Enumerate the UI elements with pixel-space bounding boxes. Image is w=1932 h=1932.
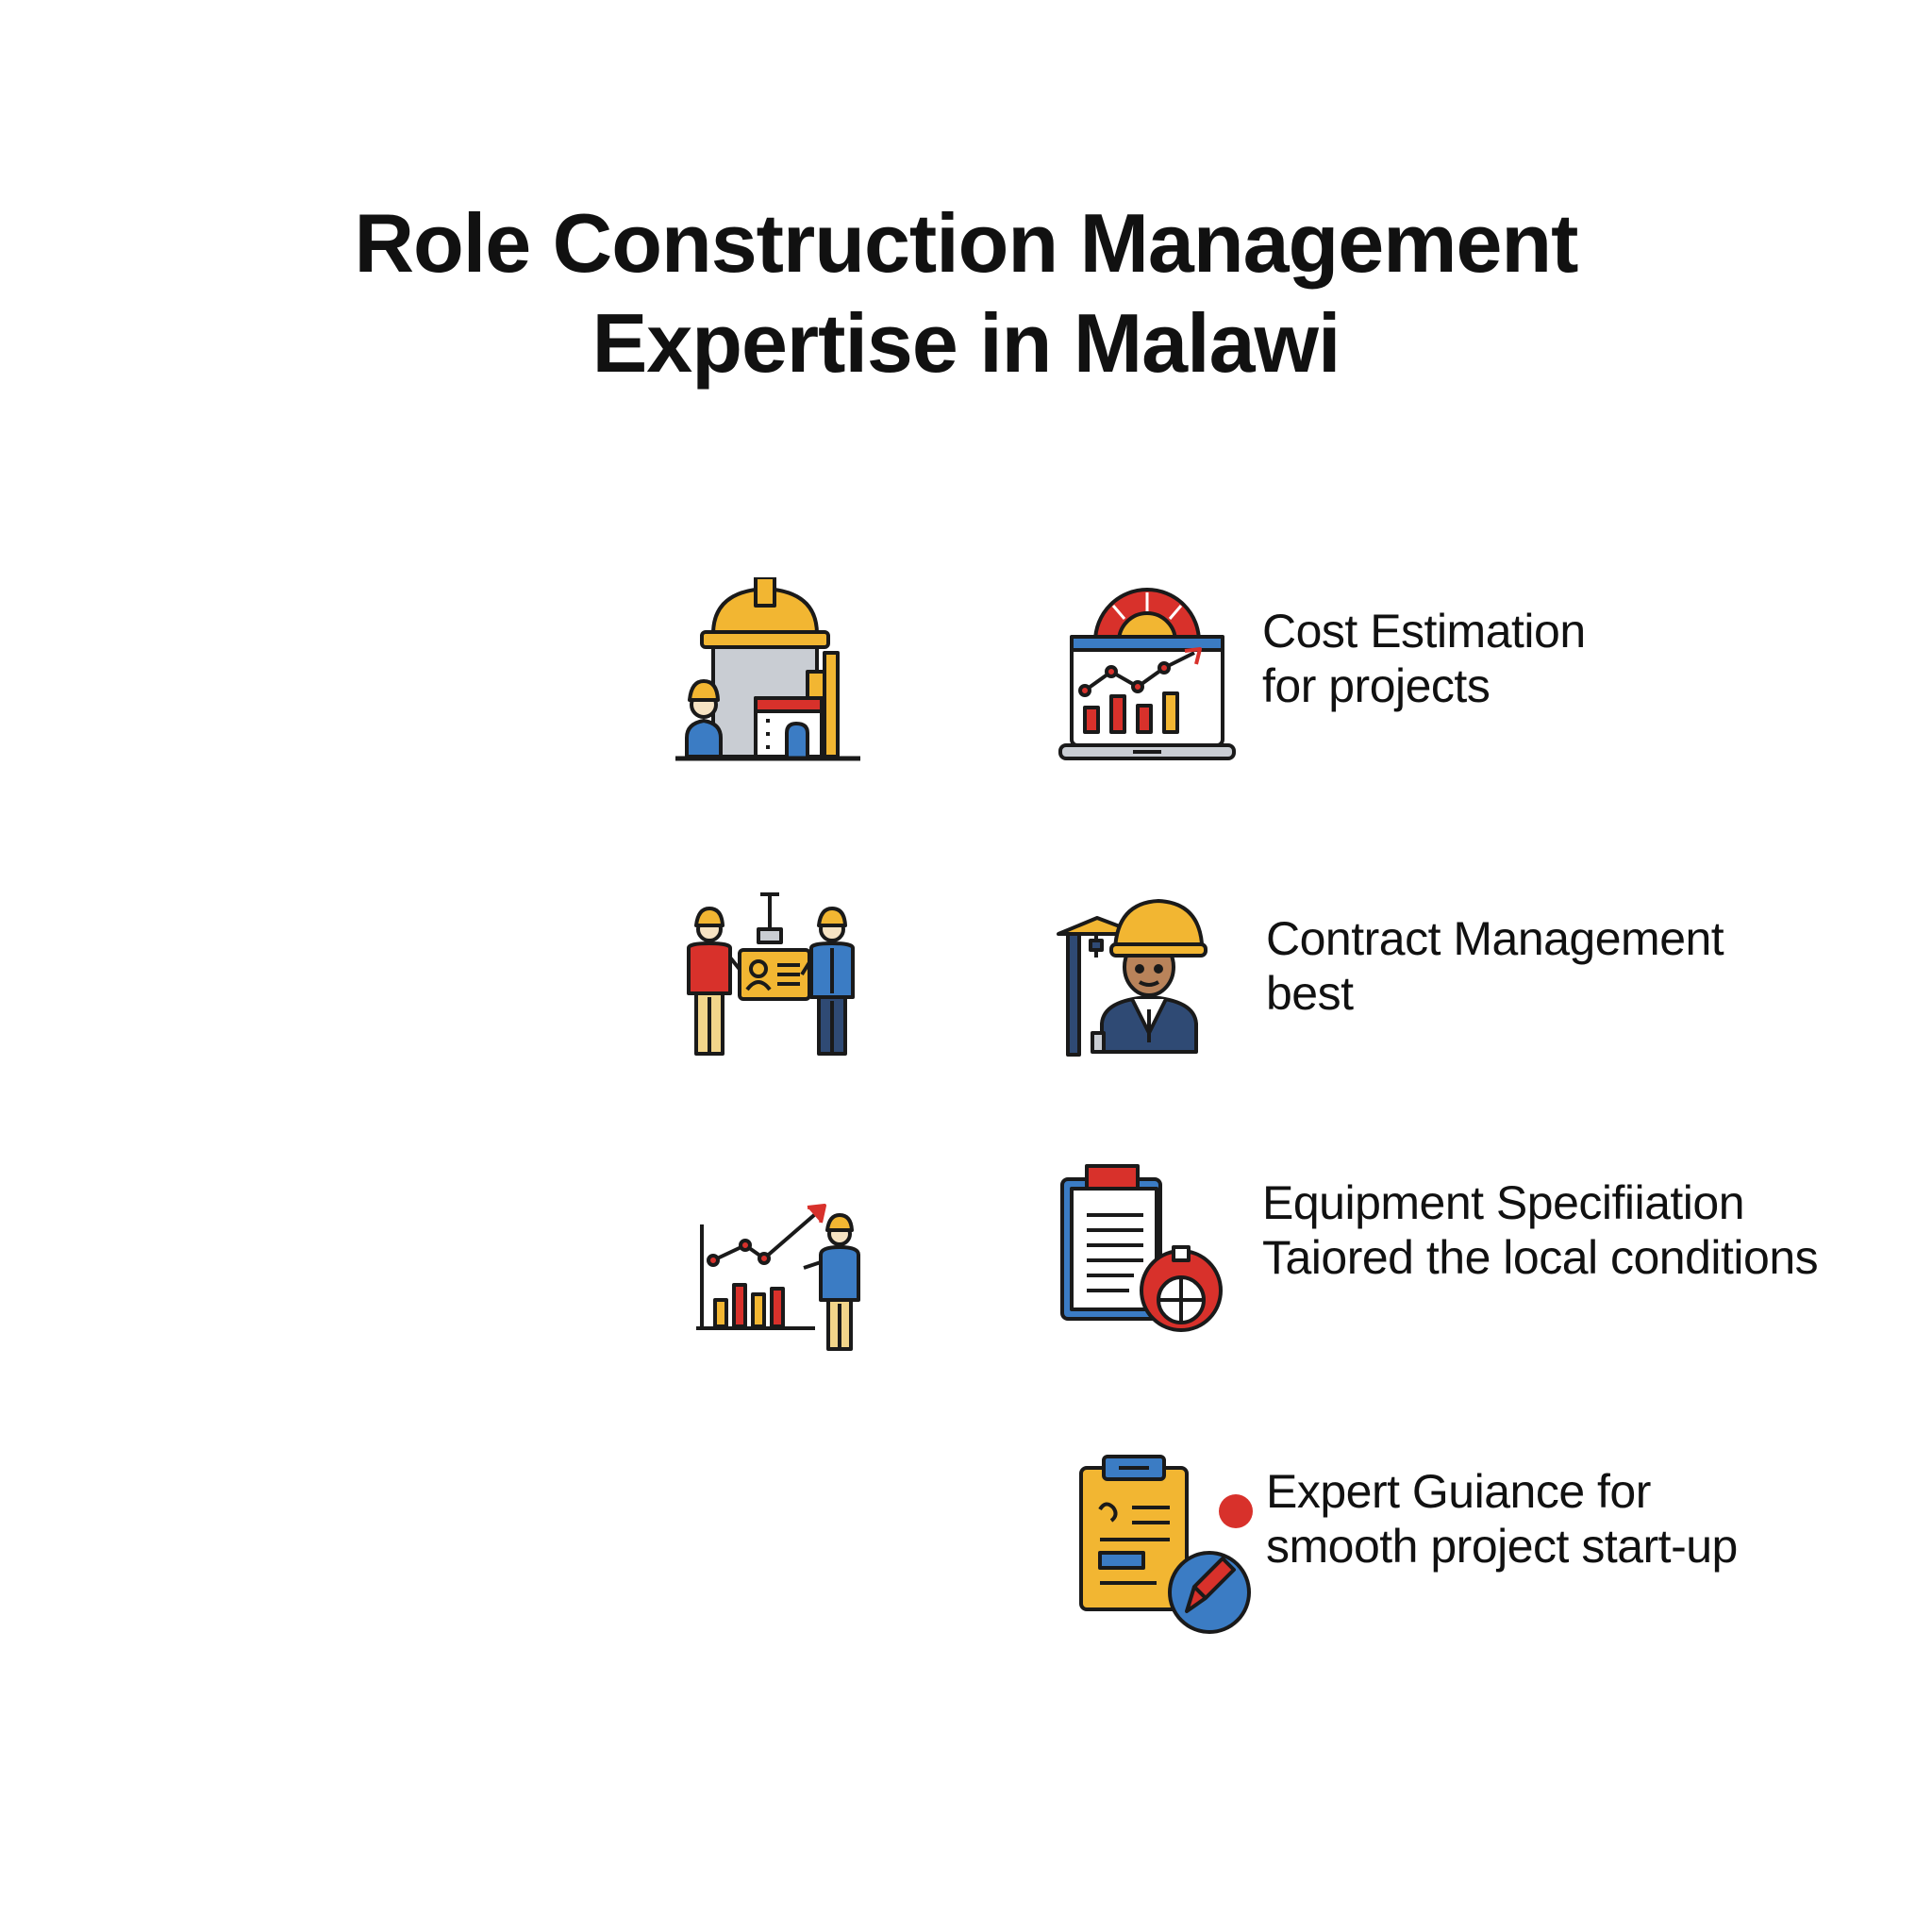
item-label: Equipment Specifiiation Taiored the loca… (1262, 1176, 1819, 1284)
construction-site-icon (675, 577, 864, 766)
engineer-crane-icon (1055, 882, 1243, 1061)
item-label: Expert Guiance for smooth project start-… (1266, 1465, 1738, 1573)
tendering-workers-icon (672, 891, 870, 1061)
item-label: Contract Management best (1266, 912, 1724, 1020)
worker-growth-chart-icon (692, 1196, 872, 1357)
clipboard-pen-icon (1075, 1453, 1264, 1641)
laptop-chart-icon (1053, 585, 1241, 774)
title-line-1: Role Construction Management (354, 196, 1579, 290)
title-line-2: Expertise in Malawi (591, 296, 1341, 390)
page-title: Role Construction Management Expertise i… (0, 193, 1932, 393)
item-label: Cost Estimation for projects (1262, 605, 1586, 712)
clipboard-helmet-icon (1049, 1158, 1238, 1347)
